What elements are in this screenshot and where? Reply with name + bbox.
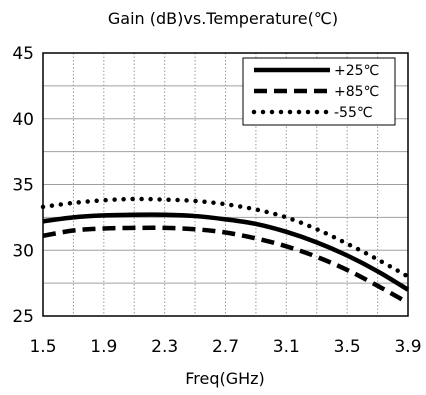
series-line-1 [42,225,410,305]
y-tick-label: 30 [12,241,34,261]
x-tick-label: 3.9 [394,337,421,357]
legend-label-1: +85℃ [334,84,379,100]
x-tick-label: 3.1 [273,337,300,357]
y-tick-label: 25 [12,307,34,327]
x-tick-label: 1.5 [29,337,56,357]
chart-title: Gain (dB)vs.Temperature(℃) [108,9,338,28]
legend-label-2: -55℃ [334,105,373,121]
x-tick-label: 3.5 [334,337,361,357]
legend: +25℃ +85℃ -55℃ [242,57,396,126]
plot-frame [42,52,409,317]
y-tick-label: 40 [12,110,34,130]
x-tick-label: 2.3 [151,337,178,357]
legend-label-0: +25℃ [334,63,379,79]
y-tick-labels: 25 30 35 40 45 [12,44,34,327]
y-tick-label: 35 [12,176,34,196]
series-line-0 [42,212,410,292]
x-axis-title: Freq(GHz) [185,369,265,388]
x-tick-label: 2.7 [212,337,239,357]
x-tick-label: 1.9 [90,337,117,357]
x-tick-labels: 1.5 1.9 2.3 2.7 3.1 3.5 3.9 [29,337,421,357]
series-lines [40,196,411,305]
y-tick-label: 45 [12,44,34,64]
series-line-2 [40,196,411,279]
